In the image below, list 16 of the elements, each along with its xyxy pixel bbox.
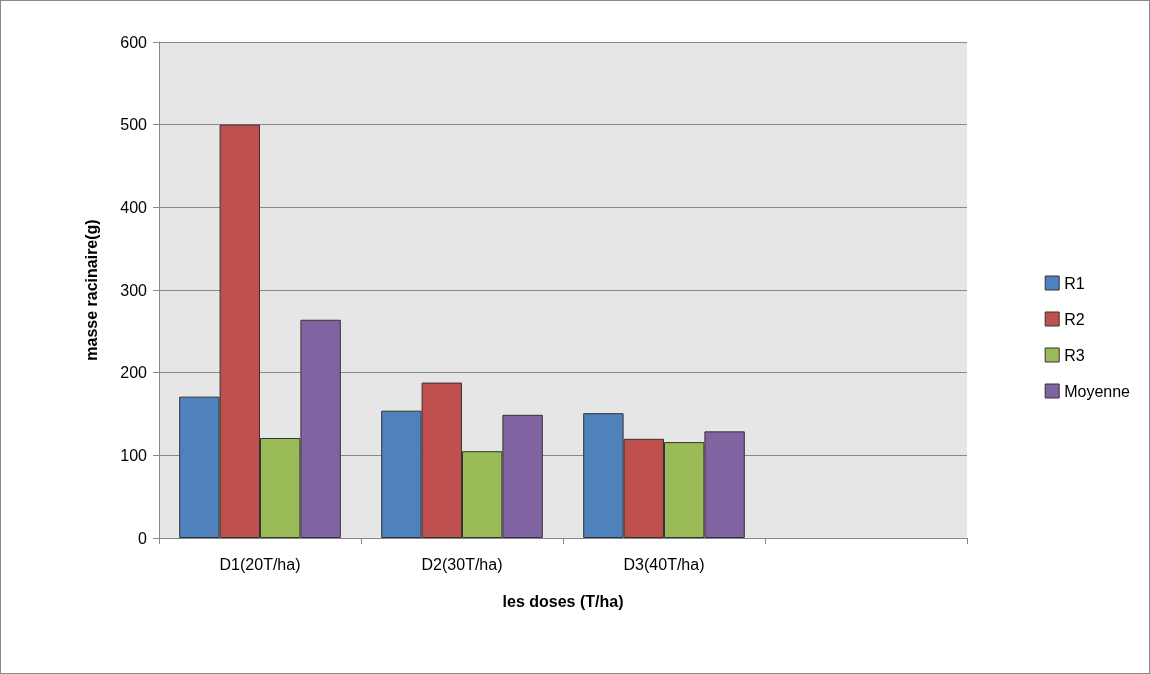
x-tick-label: D1(20T/ha) — [219, 555, 301, 573]
y-tick-label: 500 — [120, 116, 148, 134]
legend-label: Moyenne — [1064, 382, 1131, 400]
y-tick-label: 0 — [138, 529, 148, 547]
y-axis-title: masse racinaire(g) — [82, 219, 100, 361]
y-tick-label: 200 — [120, 364, 148, 382]
legend-label: R1 — [1064, 274, 1085, 292]
y-tick-label: 100 — [120, 446, 148, 464]
legend-label: R3 — [1064, 346, 1085, 364]
y-tick-label: 400 — [120, 198, 148, 216]
x-tick-label: D3(40T/ha) — [623, 555, 705, 573]
x-axis-title: les doses (T/ha) — [502, 592, 624, 610]
y-tick-label: 600 — [120, 33, 148, 51]
legend-label: R2 — [1064, 310, 1085, 328]
x-tick-label: D2(30T/ha) — [421, 555, 503, 573]
y-tick-label: 300 — [120, 281, 148, 299]
